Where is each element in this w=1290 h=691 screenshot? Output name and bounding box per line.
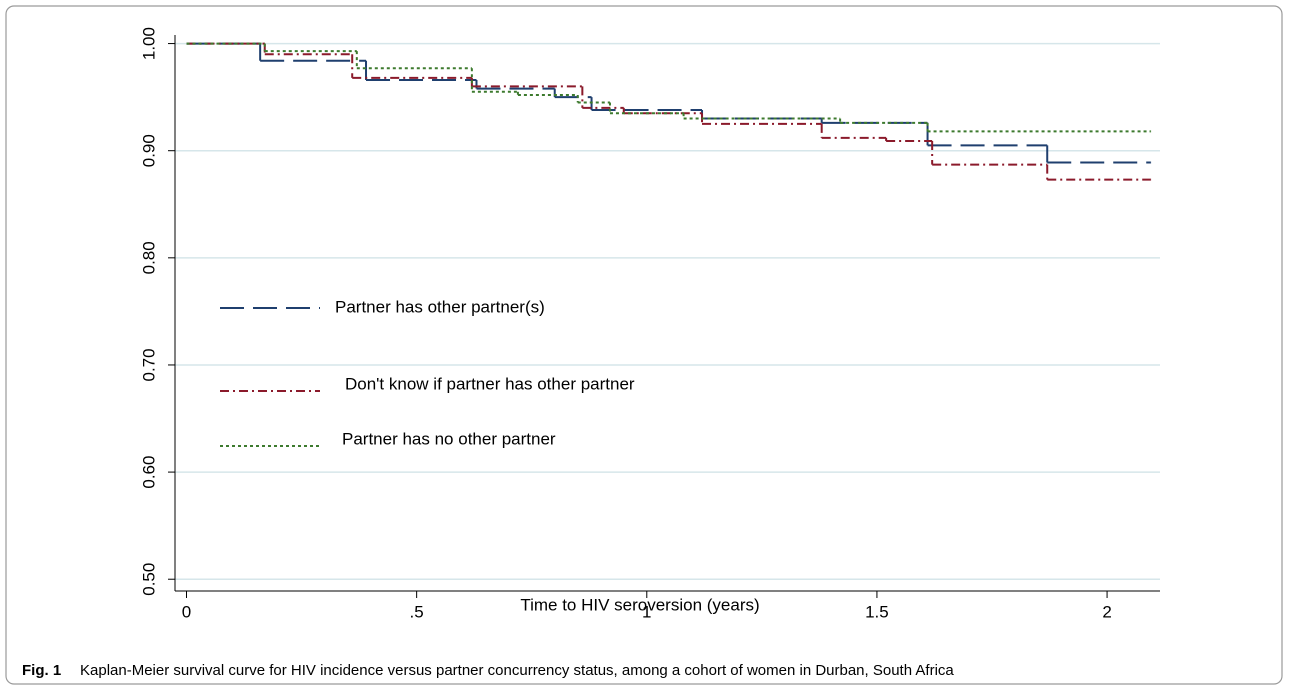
y-tick-label: 0.70 [139, 348, 158, 381]
caption: Kaplan-Meier survival curve for HIV inci… [80, 662, 954, 679]
y-tick-label: 0.50 [139, 563, 158, 596]
x-tick-label: .5 [410, 602, 424, 621]
legend-label: Don't know if partner has other partner [345, 374, 635, 393]
legend-label: Partner has other partner(s) [335, 297, 545, 316]
y-tick-label: 1.00 [139, 27, 158, 60]
x-tick-label: 1.5 [865, 602, 889, 621]
legend-label: Partner has no other partner [342, 429, 556, 448]
y-tick-label: 0.80 [139, 241, 158, 274]
x-tick-label: 2 [1102, 602, 1111, 621]
caption-label: Fig. 1 [22, 662, 61, 679]
x-axis-label: Time to HIV seroversion (years) [520, 595, 759, 614]
x-tick-label: 1 [642, 602, 651, 621]
y-tick-label: 0.60 [139, 456, 158, 489]
x-tick-label: 0 [182, 602, 191, 621]
figure-frame [5, 5, 1283, 685]
y-tick-label: 0.90 [139, 134, 158, 167]
